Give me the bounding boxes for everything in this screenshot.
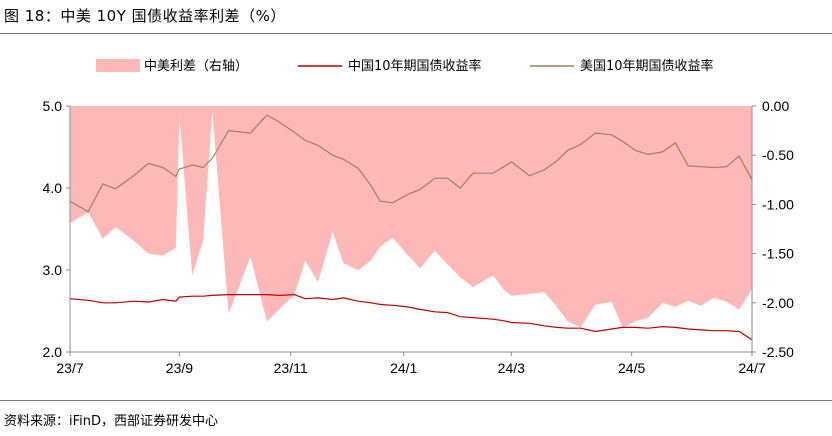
left-tick-label: 2.0 xyxy=(43,344,63,360)
legend-item-us: 美国10年期国债收益率 xyxy=(530,58,714,74)
title-rule xyxy=(0,33,832,34)
x-tick-label: 24/5 xyxy=(618,360,645,376)
legend-label-cn: 中国10年期国债收益率 xyxy=(348,58,482,74)
x-tick-label: 23/11 xyxy=(274,360,308,376)
right-tick-label: -2.00 xyxy=(762,295,794,311)
spread-area xyxy=(70,106,752,328)
spread-chart: 中美利差（右轴） 中国10年期国债收益率 美国10年期国债收益率 2.0 3.0 4… xyxy=(43,58,795,376)
right-tick-label: -0.50 xyxy=(762,147,794,163)
left-axis-ticks: 2.0 3.0 4.0 5.0 xyxy=(43,98,70,360)
right-tick-label: -2.50 xyxy=(762,344,794,360)
legend-swatch-spread xyxy=(96,59,140,72)
left-tick-label: 4.0 xyxy=(43,180,63,196)
right-axis-ticks: 0.00 -0.50 -1.00 -1.50 -2.00 -2.50 xyxy=(752,98,794,360)
x-tick-label: 24/3 xyxy=(498,360,525,376)
legend-item-spread: 中美利差（右轴） xyxy=(96,59,248,74)
right-tick-label: 0.00 xyxy=(762,98,789,114)
x-tick-label: 23/7 xyxy=(56,360,83,376)
figure-title: 图 18：中美 10Y 国债收益率利差（%） xyxy=(4,7,286,25)
left-tick-label: 5.0 xyxy=(43,98,63,114)
x-axis-ticks: 23/7 23/9 23/11 24/1 24/3 24/5 24/7 xyxy=(56,352,766,376)
plot-area xyxy=(69,106,753,341)
left-tick-label: 3.0 xyxy=(43,262,63,278)
x-tick-label: 23/9 xyxy=(166,360,193,376)
right-tick-label: -1.00 xyxy=(762,196,794,212)
source-rule xyxy=(0,400,832,401)
us-yield-line xyxy=(69,114,753,213)
legend-label-spread: 中美利差（右轴） xyxy=(144,59,248,74)
source-note: 资料来源：iFinD，西部证券研发中心 xyxy=(4,414,219,429)
legend-label-us: 美国10年期国债收益率 xyxy=(580,58,714,74)
cn-yield-line xyxy=(69,293,753,341)
x-tick-label: 24/1 xyxy=(390,360,417,376)
x-tick-label: 24/7 xyxy=(738,360,765,376)
legend-item-cn: 中国10年期国债收益率 xyxy=(298,58,482,74)
right-tick-label: -1.50 xyxy=(762,246,794,262)
legend: 中美利差（右轴） 中国10年期国债收益率 美国10年期国债收益率 xyxy=(96,58,714,74)
